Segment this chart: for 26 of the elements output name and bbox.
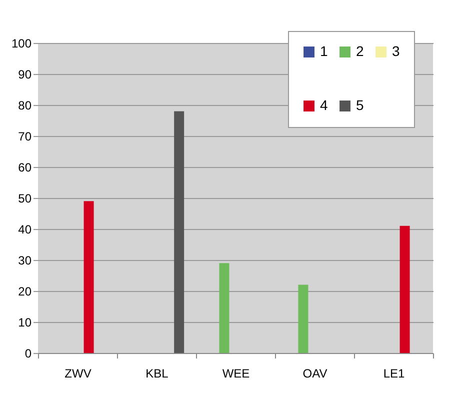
y-tick-label: 100 bbox=[11, 36, 32, 50]
y-tick-label: 0 bbox=[24, 346, 32, 360]
bar bbox=[400, 226, 410, 353]
x-tick-label: ZWV bbox=[64, 366, 92, 380]
bar bbox=[298, 284, 308, 353]
legend-label: 5 bbox=[356, 97, 364, 113]
legend-label: 3 bbox=[392, 43, 400, 59]
legend-label: 2 bbox=[356, 43, 364, 59]
bar bbox=[174, 111, 184, 353]
x-tick-label: OAV bbox=[302, 366, 328, 380]
x-tick-label: LE1 bbox=[383, 366, 405, 380]
y-tick-label: 40 bbox=[18, 222, 32, 236]
legend-label: 4 bbox=[320, 97, 328, 113]
y-tick-label: 60 bbox=[18, 160, 32, 174]
x-tick-label: WEE bbox=[222, 366, 250, 380]
y-tick-label: 10 bbox=[18, 316, 32, 330]
y-tick-label: 80 bbox=[18, 98, 32, 112]
y-tick-label: 90 bbox=[18, 68, 32, 82]
y-tick-label: 30 bbox=[18, 254, 32, 268]
y-tick-label: 20 bbox=[18, 284, 32, 298]
legend-label: 1 bbox=[320, 43, 328, 59]
x-tick-label: KBL bbox=[146, 366, 169, 380]
y-tick-label: 70 bbox=[18, 130, 32, 144]
bar bbox=[219, 263, 230, 353]
y-tick-label: 50 bbox=[18, 192, 32, 206]
bar bbox=[84, 201, 94, 353]
